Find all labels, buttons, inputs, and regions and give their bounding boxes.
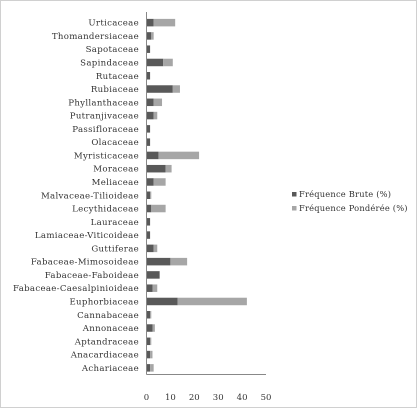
bar-lecythidaceae-brute	[146, 204, 152, 213]
bar-lauraceae-brute	[146, 218, 151, 226]
bar-fabaceae-caesalpinioideae-ponderee	[152, 284, 158, 292]
category-label: Lecythidaceae	[72, 205, 139, 215]
legend: Fréquence Brute (%) Fréquence Pondérée (%…	[292, 189, 408, 213]
category-label: Aptandraceae	[74, 337, 139, 347]
bar-fabaceae-caesalpinioideae-brute	[146, 284, 153, 292]
category-label: Rutaceae	[96, 72, 139, 82]
bar-euphorbiaceae-brute	[146, 297, 178, 306]
bar-thomandersiaceae-brute	[146, 32, 152, 40]
category-label: Olacaceae	[91, 138, 139, 148]
bar-urticaceae-ponderee	[153, 18, 176, 27]
category-labels: Achariaceae Anacardiaceae Aptandraceae Anno…	[13, 19, 139, 374]
bar-annonaceae-brute	[146, 324, 153, 332]
category-label: Euphorbiaceae	[69, 297, 139, 307]
bar-guttiferae-brute	[146, 244, 154, 253]
bar-rubiaceae-ponderee	[172, 85, 180, 93]
category-label: Achariaceae	[81, 364, 139, 374]
bar-passifloraceae-brute	[146, 125, 151, 133]
bar-anacardiaceae-ponderee	[150, 350, 153, 359]
bar-annonaceae-ponderee	[152, 324, 155, 332]
category-label: Guttiferae	[91, 244, 139, 254]
category-label: Fabaceae-Faboideae	[45, 271, 139, 281]
category-label: Anacardiaceae	[70, 351, 139, 361]
legend-swatch-brute	[292, 192, 297, 197]
bar-thomandersiaceae-ponderee	[151, 32, 154, 40]
bar-phyllanthaceae-ponderee	[153, 98, 163, 107]
x-tick-label: 30	[213, 393, 224, 403]
x-tick-label: 50	[261, 393, 272, 403]
bar-fabaceae-faboideae-brute	[146, 271, 160, 279]
bar-euphorbiaceae-ponderee	[177, 297, 247, 306]
bar-lecythidaceae-ponderee	[151, 204, 166, 213]
bar-rubiaceae-brute	[146, 85, 173, 93]
x-tick-label: 40	[237, 393, 248, 403]
bar-aptandraceae-brute	[146, 337, 151, 346]
bar-malvaceae-tilioideae-brute	[146, 191, 151, 199]
bars-group	[146, 18, 247, 372]
legend-label-ponderee: Fréquence Pondérée (%)	[299, 203, 408, 213]
category-label: Malvaceae-Tilioideae	[41, 191, 139, 201]
bar-sapindaceae-brute	[146, 58, 164, 67]
x-tick-label: 10	[165, 393, 176, 403]
bar-sapindaceae-ponderee	[163, 58, 173, 67]
category-label: Passifloraceae	[72, 125, 139, 135]
category-label: Lauraceae	[91, 218, 139, 228]
bar-aptandraceae-ponderee	[150, 337, 152, 346]
bar-olacaceae-brute	[146, 138, 151, 146]
bar-anacardiaceae-brute	[146, 350, 151, 359]
x-tick-labels: 0 10 20 30 40 50	[144, 393, 272, 403]
bar-meliaceae-brute	[146, 178, 154, 186]
category-label: Phyllanthaceae	[68, 98, 139, 108]
category-label: Lamiaceae-Viticoideae	[35, 231, 139, 241]
bar-rutaceae-brute	[146, 72, 151, 80]
x-axis	[146, 12, 266, 375]
bar-cannabaceae-brute	[146, 311, 151, 319]
x-tick-label: 0	[144, 393, 149, 403]
category-label: Cannabaceae	[77, 311, 139, 321]
category-label: Annonaceae	[82, 324, 139, 334]
category-label: Urticaceae	[88, 19, 139, 29]
bar-myristicaceae-brute	[146, 151, 159, 160]
bar-putranjivaceae-brute	[146, 111, 154, 120]
legend-label-brute: Fréquence Brute (%)	[299, 189, 391, 199]
bar-fabaceae-mimosoideae-brute	[146, 257, 171, 266]
bar-fabaceae-mimosoideae-ponderee	[170, 257, 188, 266]
category-label: Meliaceae	[92, 178, 139, 188]
bar-putranjivaceae-ponderee	[153, 111, 158, 120]
bar-achariaceae-brute	[146, 364, 151, 372]
bar-meliaceae-ponderee	[153, 178, 166, 186]
bar-urticaceae-brute	[146, 18, 154, 27]
bar-guttiferae-ponderee	[153, 244, 158, 253]
x-tick-label: 20	[189, 393, 200, 403]
bar-phyllanthaceae-brute	[146, 98, 154, 107]
category-label: Myristicaceae	[74, 151, 139, 161]
category-label: Moraceae	[93, 165, 139, 175]
bar-myristicaceae-ponderee	[158, 151, 200, 160]
bar-malvaceae-tilioideae-ponderee	[150, 191, 152, 199]
category-label: Thomandersiaceae	[52, 32, 139, 42]
bar-achariaceae-ponderee	[150, 364, 154, 372]
bar-moraceae-ponderee	[165, 164, 172, 173]
bar-moraceae-brute	[146, 164, 166, 173]
bar-sapotaceae-brute	[146, 45, 151, 53]
category-label: Fabaceae-Caesalpinioideae	[13, 284, 139, 294]
category-label: Rubiaceae	[91, 85, 139, 95]
category-label: Putranjivaceae	[70, 112, 139, 122]
bar-lamiaceae-viticoideae-brute	[146, 231, 151, 239]
bar-cannabaceae-ponderee	[150, 311, 152, 319]
category-label: Sapindaceae	[80, 58, 139, 68]
category-label: Fabaceae-Mimosoideae	[31, 258, 139, 268]
category-label: Sapotaceae	[86, 45, 139, 55]
legend-swatch-ponderee	[292, 206, 297, 211]
